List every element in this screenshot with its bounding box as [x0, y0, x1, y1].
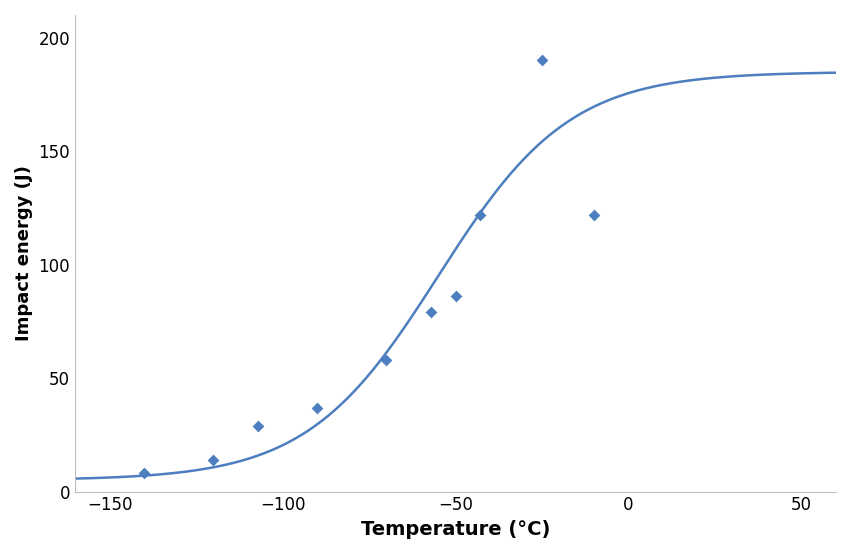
X-axis label: Temperature (°C): Temperature (°C) — [361, 520, 551, 539]
Point — [311, 403, 324, 412]
Point — [473, 211, 487, 219]
Y-axis label: Impact energy (J): Impact energy (J) — [15, 165, 33, 341]
Point — [448, 292, 462, 301]
Point — [425, 308, 438, 317]
Point — [587, 211, 601, 219]
Point — [137, 469, 151, 478]
Point — [380, 356, 393, 365]
Point — [252, 422, 266, 430]
Point — [207, 455, 220, 464]
Point — [535, 56, 549, 65]
